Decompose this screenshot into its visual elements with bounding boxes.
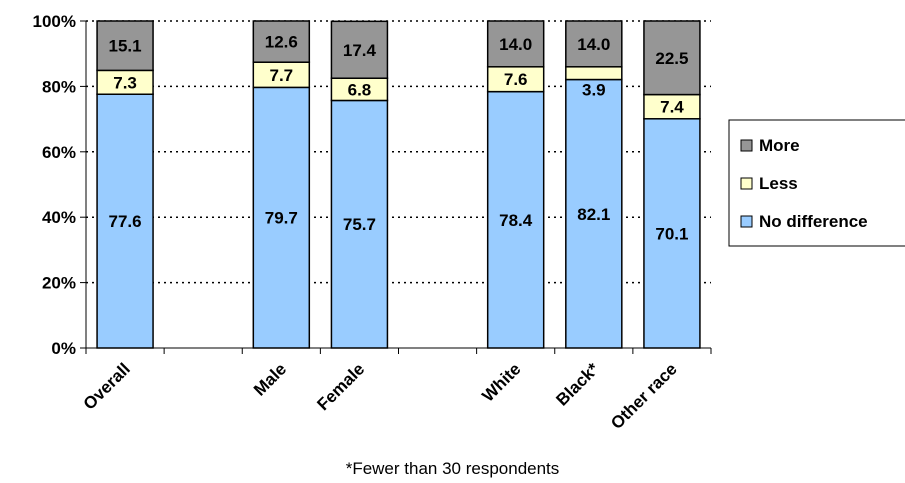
gridlines — [86, 20, 711, 284]
bar-other-race-no-difference — [643, 118, 701, 349]
data-label-male-less: 7.7 — [269, 66, 293, 85]
legend-label-more: More — [759, 136, 800, 155]
data-label-female-more: 17.4 — [343, 41, 377, 60]
bars — [96, 20, 701, 349]
data-labels: 77.6 7.3 15.1 79.7 7.7 12.6 75.7 6.8 17.4 78.4 7.6… — [109, 33, 689, 244]
category-label-white: White — [478, 359, 524, 405]
category-label-other-race: Other race — [607, 359, 681, 433]
y-tick-label-40: 40% — [42, 208, 76, 227]
data-label-black-less: 3.9 — [582, 81, 606, 100]
data-label-male-more: 12.6 — [265, 33, 298, 52]
data-label-male-no-difference: 79.7 — [265, 209, 298, 228]
data-label-female-no-difference: 75.7 — [343, 215, 376, 234]
data-label-female-less: 6.8 — [348, 80, 372, 99]
data-label-white-more: 14.0 — [499, 35, 532, 54]
category-label-black: Black* — [552, 359, 602, 409]
bar-other-race-less — [643, 93, 701, 120]
bar-male-more — [252, 20, 311, 63]
data-label-black-more: 14.0 — [577, 35, 610, 54]
legend-swatch-no-difference — [740, 215, 753, 228]
data-label-other-race-less: 7.4 — [660, 98, 684, 117]
legend-label-less: Less — [759, 174, 798, 193]
data-label-overall-no-difference: 77.6 — [109, 212, 142, 231]
y-tick-label-80: 80% — [42, 77, 76, 96]
legend-label-no-difference: No difference — [759, 212, 868, 231]
bar-white-more — [486, 20, 545, 68]
data-label-white-less: 7.6 — [504, 70, 528, 89]
bar-overall-no-difference — [96, 93, 154, 349]
bar-other-race-more — [643, 20, 701, 96]
category-label-female: Female — [313, 359, 368, 414]
footnote: *Fewer than 30 respondents — [345, 459, 560, 478]
bar-white-no-difference — [486, 90, 545, 349]
data-label-black-no-difference: 82.1 — [577, 205, 610, 224]
bar-black-less — [565, 66, 623, 81]
category-label-overall: Overall — [80, 359, 134, 413]
category-label-male: Male — [250, 359, 290, 399]
data-label-other-race-more: 22.5 — [655, 49, 688, 68]
legend-box — [728, 119, 905, 247]
data-label-other-race-no-difference: 70.1 — [655, 224, 688, 243]
bar-female-more — [330, 20, 389, 79]
bar-overall-more — [96, 20, 154, 72]
data-label-overall-more: 15.1 — [109, 37, 142, 56]
bar-black-more — [565, 20, 623, 68]
bar-white-less — [486, 66, 545, 93]
y-tick-label-100: 100% — [33, 12, 76, 31]
bar-black-no-difference — [565, 78, 623, 349]
legend-swatch-more — [740, 139, 753, 152]
data-label-white-no-difference: 78.4 — [499, 211, 533, 230]
y-tick-label-60: 60% — [42, 143, 76, 162]
data-label-overall-less: 7.3 — [113, 73, 137, 92]
legend-swatch-less — [740, 177, 753, 190]
y-tick-label-20: 20% — [42, 274, 76, 293]
legend: More Less No difference — [728, 119, 905, 247]
y-tick-label-0: 0% — [51, 339, 76, 358]
